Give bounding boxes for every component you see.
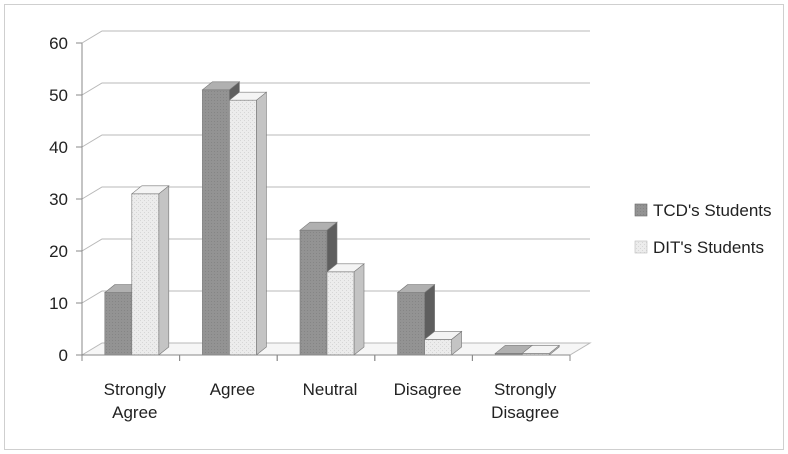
bar-front	[131, 193, 160, 356]
gridline	[81, 186, 590, 200]
bar-front	[424, 339, 452, 356]
legend-label: DIT's Students	[653, 238, 764, 257]
y-tick-label: 20	[49, 242, 68, 261]
gridline	[81, 82, 590, 96]
bar-side	[353, 263, 365, 356]
legend-item-0: TCD's Students	[634, 201, 772, 220]
x-category-label: Neutral	[303, 380, 358, 399]
bar-front	[299, 229, 328, 356]
gridline	[81, 238, 590, 252]
y-tick-label: 10	[49, 294, 68, 313]
y-tick-label: 40	[49, 138, 68, 157]
gridline	[81, 134, 590, 148]
bar-top	[130, 185, 170, 195]
x-category-label: Strongly	[494, 380, 557, 399]
bar-top	[299, 221, 338, 231]
y-tick-label: 60	[49, 34, 68, 53]
x-category-label: Agree	[112, 403, 157, 422]
bar-dit-4	[521, 344, 561, 356]
bars-layer	[103, 81, 561, 356]
bar-top	[521, 345, 561, 354]
bar-front	[202, 89, 230, 356]
bar-top	[423, 331, 463, 340]
bar-front	[326, 271, 355, 356]
bar-front	[104, 292, 133, 356]
bar-front	[397, 292, 425, 356]
bar-top	[228, 91, 268, 101]
x-category-label: Disagree	[394, 380, 462, 399]
legend-label: TCD's Students	[653, 201, 772, 220]
bar-top	[396, 284, 436, 293]
x-category-label: Disagree	[491, 403, 559, 422]
legend-swatch	[634, 240, 648, 254]
y-tick-label: 0	[59, 346, 68, 365]
bar-dit-2	[326, 263, 365, 356]
bar-top	[326, 263, 365, 273]
legend-swatch	[634, 203, 648, 217]
x-category-label: Strongly	[104, 380, 167, 399]
x-category-label: Agree	[210, 380, 255, 399]
bar-dit-1	[228, 91, 268, 356]
y-tick-label: 30	[49, 190, 68, 209]
legend-item-1: DIT's Students	[634, 238, 764, 257]
y-tick-label: 50	[49, 86, 68, 105]
bar-dit-0	[130, 185, 170, 356]
bar-dit-3	[423, 330, 463, 356]
gridline	[81, 30, 590, 44]
bar-side	[256, 91, 267, 356]
bar-front	[229, 99, 257, 356]
bar-side	[158, 185, 170, 356]
bar-top	[201, 81, 241, 91]
bar-tcd-3	[396, 283, 436, 356]
legend: TCD's Students DIT's Students	[634, 201, 772, 257]
axis-layer: 0 10 20 30 40 50 60 Strongly Agree Agree Neutral Di…	[49, 34, 571, 422]
